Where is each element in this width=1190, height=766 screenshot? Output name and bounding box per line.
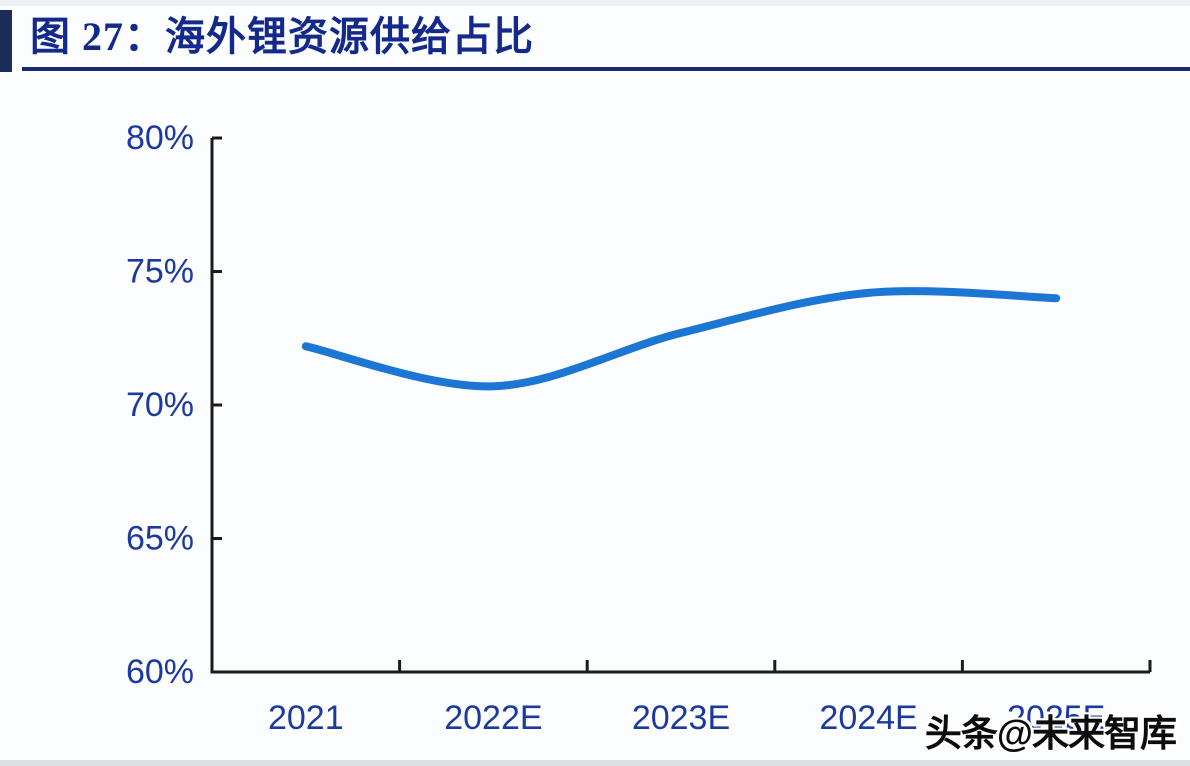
axis-lines (210, 138, 1150, 674)
title-accent-bar (0, 10, 12, 72)
x-axis-label: 2023E (632, 699, 730, 737)
bottom-edge-strip (0, 760, 1190, 766)
x-axis-label: 2024E (819, 699, 917, 737)
x-axis-label: 2025E (1007, 699, 1105, 737)
y-axis-label: 80% (126, 119, 194, 157)
top-edge-strip (0, 0, 1190, 6)
series-line (301, 287, 1061, 391)
y-axis-label: 70% (126, 386, 194, 424)
watermark: 头条@未来智库 (924, 713, 1177, 754)
x-axis-label: 2021 (268, 699, 344, 737)
figure-title: 图 27：海外锂资源供给占比 (30, 14, 534, 59)
y-axis-label: 60% (126, 653, 194, 691)
x-axis-label: 2022E (444, 699, 542, 737)
title-underline-rule (22, 67, 1190, 71)
y-axis-label: 65% (126, 520, 194, 558)
y-axis-label: 75% (126, 253, 194, 291)
